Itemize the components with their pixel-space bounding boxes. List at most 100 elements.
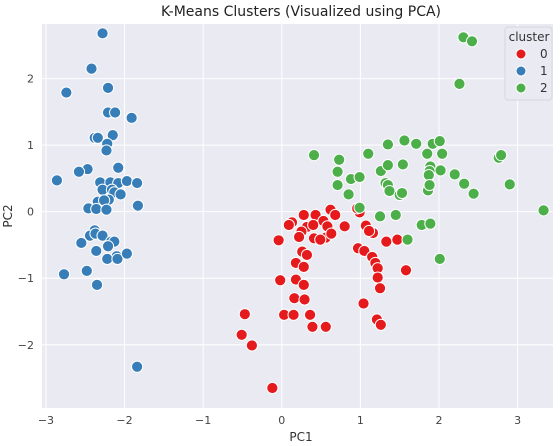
cluster-1-point: [131, 360, 144, 373]
cluster-0-point: [288, 292, 301, 305]
cluster-1-point: [91, 131, 104, 144]
cluster-1-point: [96, 27, 109, 40]
cluster-2-point: [331, 165, 344, 178]
cluster-0-point: [373, 282, 387, 295]
cluster-1-point: [101, 81, 115, 94]
series-1: [50, 27, 145, 373]
cluster-1-point: [50, 174, 64, 187]
legend-label-2: 2: [540, 81, 548, 95]
chart-title: K-Means Clusters (Visualized using PCA): [161, 4, 441, 20]
cluster-2-point: [453, 77, 466, 90]
cluster-1-point: [96, 229, 109, 242]
cluster-0-point: [300, 248, 314, 262]
cluster-1-point: [120, 174, 134, 188]
cluster-2-point: [537, 204, 550, 217]
cluster-0-point: [282, 218, 295, 232]
cluster-2-point: [381, 158, 395, 172]
cluster-1-point: [90, 244, 103, 258]
cluster-1-point: [106, 129, 119, 142]
cluster-1-point: [120, 247, 134, 260]
cluster-0-point: [297, 278, 310, 291]
cluster-0-point: [238, 308, 251, 321]
cluster-1-point: [80, 264, 93, 278]
cluster-0-point: [380, 235, 393, 248]
legend-marker-1: [515, 65, 527, 77]
x-tick-label: 2: [436, 414, 443, 427]
cluster-0-point: [297, 208, 310, 222]
cluster-1-point: [90, 202, 103, 216]
y-axis-label: PC2: [1, 204, 15, 227]
cluster-0-point: [307, 218, 320, 232]
cluster-1-point: [100, 144, 113, 157]
cluster-0-point: [319, 320, 332, 333]
x-tick-label: −1: [195, 414, 211, 427]
cluster-1-point: [101, 252, 114, 266]
cluster-2-point: [395, 186, 409, 200]
cluster-0-point: [306, 320, 319, 333]
y-tick-label: 0: [27, 206, 34, 219]
cluster-1-point: [75, 236, 88, 250]
cluster-2-point: [331, 178, 344, 192]
cluster-2-point: [436, 147, 449, 160]
cluster-0-point: [274, 274, 287, 287]
y-tick-label: 2: [27, 73, 34, 86]
cluster-2-point: [495, 149, 508, 162]
cluster-0-point: [287, 308, 300, 321]
cluster-2-point: [410, 137, 423, 150]
cluster-2-point: [307, 149, 321, 162]
cluster-1-point: [109, 106, 122, 119]
cluster-2-point: [373, 210, 387, 223]
cluster-0-point: [272, 234, 285, 247]
cluster-2-point: [353, 201, 366, 214]
cluster-2-point: [433, 135, 446, 148]
series-2: [307, 31, 550, 266]
cluster-2-point: [422, 168, 435, 182]
cluster-0-point: [292, 230, 306, 244]
cluster-1-point: [111, 252, 124, 266]
cluster-2-point: [362, 147, 375, 160]
cluster-1-point: [101, 240, 115, 253]
cluster-1-point: [100, 203, 113, 216]
cluster-1-point: [131, 199, 145, 212]
plot-area: [42, 24, 553, 408]
y-tick-label: −2: [18, 339, 34, 352]
x-tick-label: 0: [278, 414, 285, 427]
cluster-0-point: [235, 328, 248, 341]
legend-entries: 0 1 2: [515, 47, 548, 95]
legend-marker-0: [515, 48, 527, 60]
y-tick-label: −1: [18, 272, 34, 285]
cluster-2-point: [433, 252, 446, 266]
cluster-0-point: [303, 308, 317, 321]
cluster-2-point: [503, 178, 516, 191]
cluster-2-point: [465, 35, 479, 48]
cluster-0-point: [362, 224, 376, 238]
cluster-2-point: [396, 158, 409, 171]
cluster-0-point: [371, 271, 384, 284]
cluster-0-point: [298, 293, 311, 306]
legend-label-1: 1: [540, 64, 548, 78]
cluster-2-point: [333, 153, 346, 166]
cluster-1-point: [90, 278, 104, 291]
cluster-0-point: [266, 381, 279, 395]
legend: cluster 0 1 2: [504, 26, 553, 101]
x-tick-label: 3: [514, 414, 521, 427]
tick-labels: −3 −2 −1 0 1 2 3 −2 −1 0 1 2: [18, 73, 521, 427]
cluster-0-point: [399, 264, 413, 277]
cluster-1-point: [114, 188, 127, 201]
cluster-1-point: [60, 86, 73, 99]
y-tick-label: 1: [27, 139, 34, 152]
cluster-1-point: [125, 111, 138, 124]
cluster-2-point: [401, 233, 414, 246]
cluster-2-point: [424, 217, 437, 230]
cluster-0-point: [329, 208, 342, 222]
legend-title: cluster: [509, 30, 550, 44]
data-points: [50, 27, 550, 395]
x-tick-label: −3: [38, 414, 54, 427]
cluster-0-point: [314, 233, 327, 246]
cluster-2-point: [423, 178, 436, 192]
cluster-0-point: [391, 233, 404, 246]
legend-marker-2: [515, 82, 527, 94]
cluster-0-point: [338, 220, 351, 233]
cluster-2-point: [467, 187, 480, 200]
